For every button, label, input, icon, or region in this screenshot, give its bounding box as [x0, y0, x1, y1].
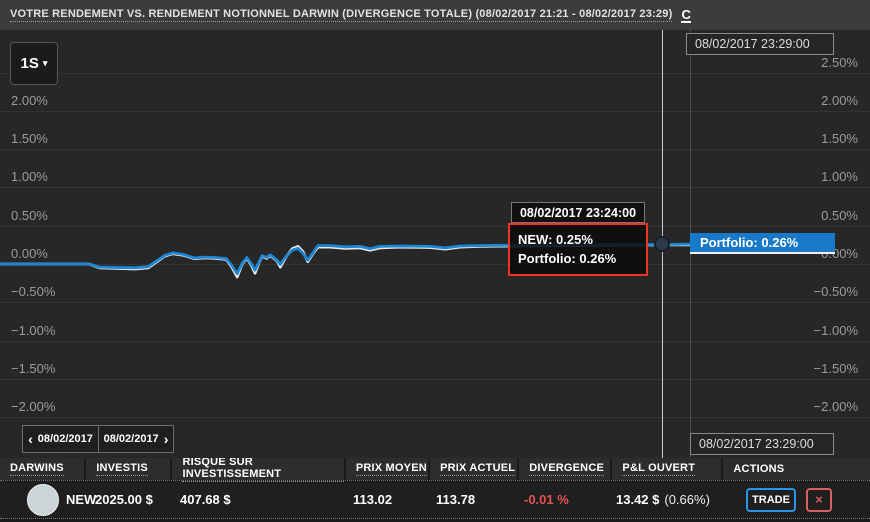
crosshair-point-marker [654, 236, 670, 252]
x-axis-max-label-top: 08/02/2017 23:29:00 [686, 33, 834, 55]
y-axis-tick-label: 2.50% [821, 54, 858, 70]
gridline [0, 302, 870, 304]
y-axis-tick-label: −1.50% [813, 360, 858, 376]
gridline [0, 187, 870, 189]
date-navigation: ‹ 08/02/2017 08/02/2017 › [22, 425, 174, 453]
y-axis-tick-label: 1.50% [821, 131, 858, 147]
y-axis-tick-label: −2.00% [11, 399, 56, 415]
prix-actuel-value: 113.78 [436, 492, 476, 507]
gridline [0, 417, 870, 419]
tooltip-row-portfolio: Portfolio: 0.26% [518, 251, 617, 266]
risque-value: 407.68 $ [180, 492, 231, 507]
portfolio-line [0, 242, 692, 276]
gridline [0, 340, 870, 342]
prev-day-button[interactable]: ‹ 08/02/2017 [23, 426, 98, 452]
tooltip-timestamp: 08/02/2017 23:24:00 [511, 202, 645, 223]
y-axis-tick-label: 2.00% [11, 92, 48, 108]
column-header-prix-actuel[interactable]: PRIX ACTUEL [430, 458, 518, 480]
gridline [0, 72, 870, 74]
column-header-actions: ACTIONS [723, 458, 870, 480]
divergence-value: -0.01 % [524, 492, 569, 507]
panel-title: VOTRE RENDEMENT VS. RENDEMENT NOTIONNEL … [10, 8, 673, 22]
column-header-investis[interactable]: INVESTIS [86, 458, 171, 480]
y-axis-tick-label: 2.00% [821, 92, 858, 108]
range-selector-button[interactable]: 1S ▾ [10, 42, 58, 85]
tooltip-row-new: NEW: 0.25% [518, 232, 593, 247]
actions-cell: TRADE × [716, 487, 862, 512]
next-day-label: 08/02/2017 [103, 433, 159, 445]
darwin-name[interactable]: NEW [66, 492, 97, 507]
column-header-risque[interactable]: RISQUE SUR INVESTISSEMENT [172, 456, 344, 482]
gridline [0, 149, 870, 151]
darwin-avatar[interactable] [27, 483, 59, 516]
chevron-left-icon: ‹ [28, 430, 33, 447]
y-axis-tick-label: −1.00% [813, 322, 858, 338]
column-header-darwins[interactable]: DARWINS [0, 458, 85, 480]
y-axis-tick-label: 1.50% [11, 131, 48, 147]
refresh-icon[interactable]: C [681, 6, 691, 23]
positions-table-header: DARWINS INVESTIS RISQUE SUR INVESTISSEME… [0, 456, 870, 482]
column-header-pl-ouvert[interactable]: P&L OUVERT [612, 458, 722, 480]
table-row: NEW 2025.00 $ 407.68 $ 113.02 113.78 -0.… [0, 481, 870, 519]
y-axis-tick-label: −1.50% [11, 360, 56, 376]
y-axis-tick-label: −0.50% [11, 284, 56, 300]
gridline [0, 225, 870, 227]
y-axis-tick-label: 0.50% [821, 207, 858, 223]
gridline [0, 378, 870, 380]
gridline [0, 110, 870, 112]
next-day-button[interactable]: 08/02/2017 › [98, 426, 173, 452]
y-axis-tick-label: −1.00% [11, 322, 56, 338]
x-axis-max-label-bottom: 08/02/2017 23:29:00 [690, 433, 834, 455]
pl-value: 13.42 $ [616, 492, 660, 507]
pl-ouvert-cell: 13.42 $ (0.66%) [606, 492, 716, 507]
y-axis-tick-label: 0.50% [11, 207, 48, 223]
chevron-right-icon: › [163, 430, 169, 447]
column-header-prix-moyen[interactable]: PRIX MOYEN [345, 458, 429, 480]
trade-button[interactable]: TRADE [746, 487, 796, 512]
y-axis-tick-label: 0.00% [11, 246, 48, 261]
chevron-down-icon: ▾ [42, 58, 48, 68]
investis-value: 2025.00 $ [95, 492, 153, 507]
close-position-button[interactable]: × [806, 487, 832, 512]
series-plot [0, 242, 692, 279]
y-axis-tick-label: −2.00% [813, 399, 858, 415]
portfolio-last-value-label: Portfolio: 0.26% [690, 233, 835, 254]
y-axis-tick-label: −0.50% [813, 284, 858, 300]
darwin-cell: NEW [0, 483, 96, 516]
column-header-divergence[interactable]: DIVERGENCE [519, 458, 611, 480]
tooltip-body: NEW: 0.25% Portfolio: 0.26% [508, 223, 648, 276]
y-axis-tick-label: 1.00% [821, 169, 858, 185]
prev-day-label: 08/02/2017 [37, 433, 93, 445]
panel-header: VOTRE RENDEMENT VS. RENDEMENT NOTIONNEL … [0, 0, 870, 30]
prix-moyen-value: 113.02 [353, 492, 393, 507]
pl-percent: (0.66%) [664, 492, 710, 507]
gridline [0, 264, 870, 265]
divergence-chart: 2.50% 2.00% 2.00% 1.50% 1.50% 1.00% 1.00% 0.50%… [0, 30, 870, 458]
range-selector-label: 1S [20, 55, 39, 72]
y-axis-tick-label: 1.00% [11, 169, 48, 185]
